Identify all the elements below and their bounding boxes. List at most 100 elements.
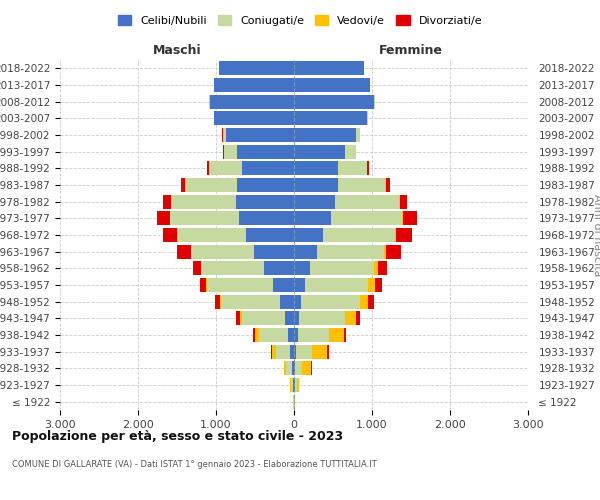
Bar (275, 344, 290, 359)
Bar (265, 261, 294, 276)
Bar (284, 361, 286, 376)
Bar (386, 178, 390, 192)
Bar (273, 278, 294, 292)
Bar (242, 162, 294, 175)
Bar (356, 311, 360, 326)
Bar (181, 178, 185, 192)
Bar (178, 228, 247, 242)
Bar (236, 194, 294, 209)
Bar (338, 162, 367, 175)
Bar (223, 128, 226, 142)
Bar (294, 361, 295, 376)
Text: Femmine: Femmine (379, 44, 443, 57)
Bar (294, 178, 338, 192)
Bar (290, 344, 294, 359)
Bar (327, 344, 329, 359)
Bar (294, 294, 301, 308)
Bar (294, 78, 370, 92)
Bar (214, 112, 294, 126)
Bar (253, 328, 256, 342)
Bar (200, 261, 201, 276)
Bar (237, 144, 294, 159)
Bar (298, 328, 329, 342)
Bar (215, 294, 220, 308)
Bar (291, 378, 293, 392)
Bar (368, 278, 375, 292)
Bar (294, 194, 335, 209)
Bar (163, 194, 170, 209)
Bar (403, 211, 416, 226)
Bar (294, 261, 310, 276)
Bar (214, 78, 294, 92)
Bar (209, 162, 242, 175)
Bar (368, 294, 374, 308)
Bar (210, 94, 294, 109)
Bar (294, 244, 317, 259)
Bar (400, 194, 407, 209)
Bar (185, 178, 237, 192)
Bar (344, 144, 356, 159)
Bar (294, 344, 296, 359)
Bar (294, 128, 356, 142)
Bar (200, 278, 206, 292)
Bar (271, 344, 272, 359)
Bar (301, 294, 359, 308)
Bar (294, 62, 364, 76)
Bar (296, 344, 313, 359)
Bar (294, 228, 323, 242)
Bar (237, 178, 294, 192)
Bar (163, 228, 178, 242)
Bar (220, 294, 221, 308)
Bar (171, 194, 236, 209)
Bar (386, 244, 401, 259)
Bar (294, 94, 374, 109)
Bar (305, 278, 368, 292)
Bar (375, 278, 382, 292)
Bar (290, 378, 291, 392)
Bar (280, 294, 294, 308)
Bar (292, 361, 294, 376)
Bar (239, 211, 294, 226)
Bar (395, 228, 412, 242)
Bar (311, 361, 312, 376)
Bar (226, 128, 294, 142)
Bar (221, 294, 280, 308)
Bar (338, 178, 385, 192)
Text: COMUNE DI GALLARATE (VA) - Dati ISTAT 1° gennaio 2023 - Elaborazione TUTTITALIA.: COMUNE DI GALLARATE (VA) - Dati ISTAT 1°… (12, 460, 377, 469)
Bar (335, 194, 400, 209)
Bar (294, 311, 299, 326)
Text: Popolazione per età, sesso e stato civile - 2023: Popolazione per età, sesso e stato civil… (12, 430, 343, 443)
Bar (344, 328, 346, 342)
Bar (242, 311, 286, 326)
Legend: Celibi/Nubili, Coniugati/e, Vedovi/e, Divorziati/e: Celibi/Nubili, Coniugati/e, Vedovi/e, Di… (113, 10, 487, 30)
Bar (256, 328, 259, 342)
Bar (259, 328, 288, 342)
Bar (302, 361, 311, 376)
Bar (295, 378, 296, 392)
Bar (288, 328, 294, 342)
Bar (359, 294, 368, 308)
Bar (294, 378, 295, 392)
Bar (374, 261, 378, 276)
Bar (331, 211, 403, 226)
Bar (317, 244, 384, 259)
Bar (313, 344, 327, 359)
Bar (193, 261, 200, 276)
Bar (294, 144, 344, 159)
Bar (224, 144, 237, 159)
Bar (286, 361, 292, 376)
Text: Anni di nascita: Anni di nascita (592, 194, 600, 276)
Bar (247, 228, 294, 242)
Bar (201, 261, 265, 276)
Bar (294, 211, 331, 226)
Bar (254, 244, 294, 259)
Bar (207, 162, 209, 175)
Bar (367, 162, 369, 175)
Bar (294, 328, 298, 342)
Bar (310, 261, 374, 276)
Bar (299, 311, 344, 326)
Bar (236, 311, 239, 326)
Bar (157, 211, 170, 226)
Bar (286, 311, 294, 326)
Text: Maschi: Maschi (152, 44, 202, 57)
